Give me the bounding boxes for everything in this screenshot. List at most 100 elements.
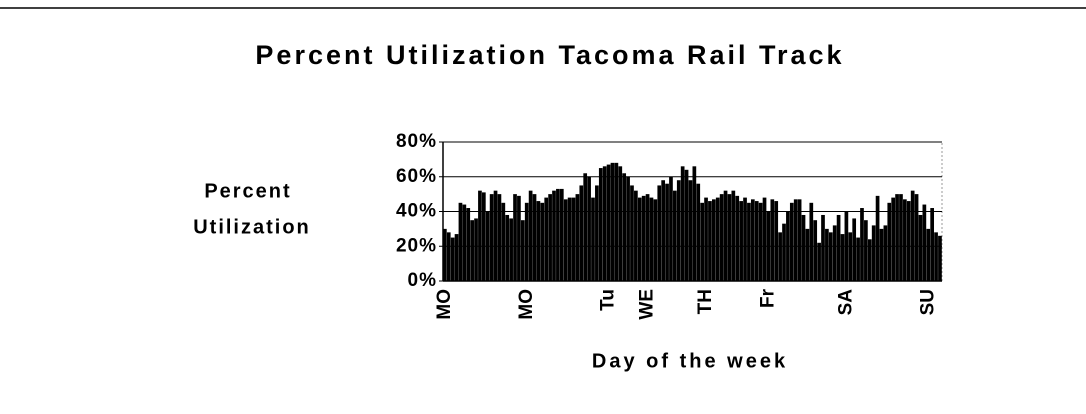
bar xyxy=(754,201,759,281)
bar xyxy=(665,183,669,281)
bar xyxy=(630,185,634,281)
bar xyxy=(556,188,560,281)
bar xyxy=(735,195,740,281)
bar xyxy=(583,173,588,281)
bar xyxy=(704,197,708,281)
y-axis-label: Percent xyxy=(204,180,291,202)
x-tick-label: MO xyxy=(434,289,455,320)
chart-title: Percent Utilization Tacoma Rail Track xyxy=(255,40,844,70)
bar xyxy=(559,188,564,281)
bar xyxy=(727,194,732,281)
bar xyxy=(614,162,619,281)
bar xyxy=(762,197,767,281)
y-tick-label: 0% xyxy=(408,270,437,291)
bar xyxy=(774,201,779,281)
bar xyxy=(708,201,712,281)
bar xyxy=(700,202,705,281)
bar xyxy=(711,199,716,281)
bar xyxy=(778,232,782,281)
bar xyxy=(817,242,821,281)
bar xyxy=(563,199,568,281)
bar xyxy=(821,214,825,281)
bar xyxy=(867,239,872,281)
bar xyxy=(688,180,693,281)
bar xyxy=(645,194,650,281)
bar xyxy=(836,214,841,281)
bar xyxy=(540,202,545,281)
bar xyxy=(595,185,599,281)
bar xyxy=(782,223,786,281)
bar xyxy=(443,228,447,281)
bar xyxy=(813,220,818,281)
bar xyxy=(758,202,763,281)
bar xyxy=(548,194,552,281)
bar xyxy=(797,199,802,281)
bar xyxy=(454,234,459,281)
bar xyxy=(501,202,506,281)
bar xyxy=(528,190,533,281)
bar xyxy=(922,204,927,281)
bar xyxy=(481,192,486,281)
bar xyxy=(641,195,646,281)
x-tick-label: Tu xyxy=(598,289,619,311)
bar xyxy=(860,208,864,281)
bar xyxy=(895,194,899,281)
bar xyxy=(696,183,701,281)
bar xyxy=(828,232,833,281)
bar xyxy=(875,195,880,281)
bar xyxy=(552,190,556,281)
bar xyxy=(591,197,595,281)
bar xyxy=(587,176,591,281)
x-tick-label: Fr xyxy=(758,288,779,308)
bar xyxy=(567,197,572,281)
bar xyxy=(805,228,810,281)
bar xyxy=(786,211,790,281)
bar xyxy=(899,194,903,281)
bar xyxy=(914,194,919,281)
bar xyxy=(719,194,724,281)
bar xyxy=(653,199,658,281)
bar xyxy=(517,195,521,281)
bar xyxy=(602,166,607,281)
bar xyxy=(544,197,549,281)
bar xyxy=(680,166,685,281)
bar xyxy=(715,197,720,281)
bar xyxy=(840,234,845,281)
y-tick-label: 40% xyxy=(396,201,437,222)
bar xyxy=(926,228,931,281)
x-axis-label: Day of the week xyxy=(592,350,788,372)
bar xyxy=(661,180,666,281)
bar xyxy=(723,190,728,281)
x-tick-label: WE xyxy=(637,289,658,320)
bar xyxy=(493,190,498,281)
bar xyxy=(891,197,896,281)
bar xyxy=(789,202,794,281)
bar xyxy=(462,204,467,281)
bar xyxy=(910,190,915,281)
bar xyxy=(450,237,455,281)
bar xyxy=(669,176,673,281)
bar xyxy=(579,185,584,281)
y-tick-label: 20% xyxy=(396,235,437,256)
bar xyxy=(825,228,829,281)
bar xyxy=(684,169,689,281)
bar xyxy=(606,164,611,281)
bar xyxy=(879,228,884,281)
bar xyxy=(793,199,798,281)
bar xyxy=(766,211,771,281)
bar xyxy=(575,194,580,281)
bar xyxy=(750,199,755,281)
bar xyxy=(470,220,474,281)
bar xyxy=(622,173,627,281)
bar xyxy=(743,197,747,281)
bar xyxy=(692,166,697,281)
bar xyxy=(532,194,537,281)
bar xyxy=(509,218,513,281)
bar xyxy=(731,190,736,281)
bar xyxy=(934,232,938,281)
bar xyxy=(497,194,502,281)
bar xyxy=(673,190,677,281)
bar xyxy=(906,201,911,281)
bar xyxy=(938,235,942,281)
bar xyxy=(536,201,541,281)
